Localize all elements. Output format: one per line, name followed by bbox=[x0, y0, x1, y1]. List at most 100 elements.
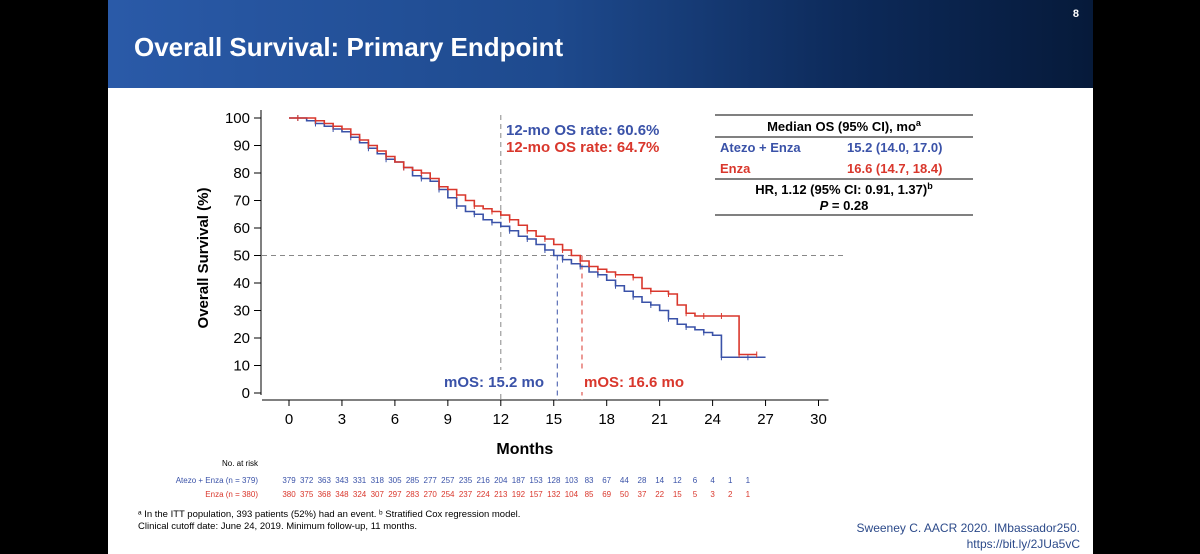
survival-curves bbox=[289, 115, 766, 361]
footnote-line1: ᵃ In the ITT population, 393 patients (5… bbox=[138, 509, 521, 520]
risk-value: 216 bbox=[476, 476, 490, 485]
risk-value: 69 bbox=[602, 490, 611, 499]
risk-value: 285 bbox=[406, 476, 420, 485]
risk-value: 28 bbox=[638, 476, 647, 485]
y-tick-label: 0 bbox=[242, 385, 250, 402]
risk-value: 5 bbox=[693, 490, 698, 499]
median-os-table: Median OS (95% CI), moa Atezo + Enza 15.2 … bbox=[715, 114, 973, 216]
x-tick-label: 12 bbox=[492, 411, 509, 428]
y-tick-label: 90 bbox=[233, 138, 250, 155]
risk-value: 153 bbox=[529, 476, 543, 485]
table-row-value: 16.6 (14.7, 18.4) bbox=[847, 161, 942, 176]
footnote-line2: Clinical cutoff date: June 24, 2019. Min… bbox=[138, 521, 417, 532]
risk-value: 368 bbox=[318, 490, 332, 499]
x-tick-label: 24 bbox=[704, 411, 721, 428]
slide-title: Overall Survival: Primary Endpoint bbox=[134, 32, 564, 62]
risk-value: 50 bbox=[620, 490, 629, 499]
risk-row-label: Enza (n = 380) bbox=[205, 490, 258, 499]
x-tick-label: 21 bbox=[651, 411, 668, 428]
risk-value: 237 bbox=[459, 490, 473, 499]
risk-value: 83 bbox=[585, 476, 594, 485]
y-tick-label: 40 bbox=[233, 275, 250, 292]
risk-value: 192 bbox=[512, 490, 526, 499]
risk-value: 157 bbox=[529, 490, 543, 499]
risk-value: 277 bbox=[424, 476, 438, 485]
table-p-value: P = 0.28 bbox=[820, 198, 869, 213]
x-axis-label: Months bbox=[496, 441, 553, 458]
risk-value: 12 bbox=[673, 476, 682, 485]
x-tick-label: 15 bbox=[545, 411, 562, 428]
risk-value: 104 bbox=[565, 490, 579, 499]
risk-value: 254 bbox=[441, 490, 455, 499]
risk-value: 37 bbox=[638, 490, 647, 499]
table-header: Median OS (95% CI), moa bbox=[767, 118, 922, 134]
table-hr: HR, 1.12 (95% CI: 0.91, 1.37)b bbox=[755, 181, 933, 197]
footnote: ᵃ In the ITT population, 393 patients (5… bbox=[138, 509, 520, 533]
km-chart: 0 3 6 9 12 15 18 21 24 27 300102030405060708090100… bbox=[176, 110, 973, 499]
risk-value: 324 bbox=[353, 490, 367, 499]
x-tick-label: 18 bbox=[598, 411, 615, 428]
risk-value: 270 bbox=[424, 490, 438, 499]
x-tick-label: 9 bbox=[444, 411, 452, 428]
risk-value: 235 bbox=[459, 476, 473, 485]
risk-value: 85 bbox=[585, 490, 594, 499]
risk-table-title: No. at risk bbox=[222, 459, 259, 468]
x-tick-label: 0 bbox=[285, 411, 293, 428]
table-row-label: Atezo + Enza bbox=[720, 140, 801, 155]
y-tick-label: 20 bbox=[233, 330, 250, 347]
y-tick-label: 30 bbox=[233, 303, 250, 320]
risk-row-label: Atezo + Enza (n = 379) bbox=[176, 476, 259, 485]
risk-value: 372 bbox=[300, 476, 314, 485]
risk-value: 6 bbox=[693, 476, 698, 485]
mos-annotation-atezo-enza: mOS: 15.2 mo bbox=[444, 374, 544, 391]
slide-header: Overall Survival: Primary Endpoint 8 bbox=[108, 0, 1093, 88]
risk-value: 213 bbox=[494, 490, 508, 499]
y-tick-label: 50 bbox=[233, 248, 250, 265]
risk-value: 318 bbox=[371, 476, 385, 485]
risk-value: 375 bbox=[300, 490, 314, 499]
risk-value: 22 bbox=[655, 490, 664, 499]
mos-label-bg-atezo-enza bbox=[438, 370, 554, 392]
y-tick-label: 10 bbox=[233, 358, 250, 375]
risk-value: 204 bbox=[494, 476, 508, 485]
risk-value: 363 bbox=[318, 476, 332, 485]
risk-value: 103 bbox=[565, 476, 579, 485]
x-tick-label: 6 bbox=[391, 411, 399, 428]
rate-annotation-atezo-enza: 12-mo OS rate: 60.6% bbox=[506, 122, 659, 139]
risk-value: 380 bbox=[282, 490, 296, 499]
risk-value: 297 bbox=[388, 490, 402, 499]
x-tick-label: 27 bbox=[757, 411, 774, 428]
rate-annotation-enza: 12-mo OS rate: 64.7% bbox=[506, 139, 659, 156]
risk-value: 44 bbox=[620, 476, 629, 485]
risk-value: 4 bbox=[710, 476, 715, 485]
x-tick-label: 3 bbox=[338, 411, 346, 428]
x-tick-label: 30 bbox=[810, 411, 827, 428]
y-tick-label: 100 bbox=[225, 110, 250, 127]
mos-annotation-enza: mOS: 16.6 mo bbox=[584, 374, 684, 391]
risk-value: 15 bbox=[673, 490, 682, 499]
risk-value: 2 bbox=[728, 490, 733, 499]
y-tick-label: 80 bbox=[233, 165, 250, 182]
risk-value: 257 bbox=[441, 476, 455, 485]
risk-value: 1 bbox=[746, 476, 751, 485]
chart-axes: 0 3 6 9 12 15 18 21 24 27 30 0 10 20 30 40 50 60 70 80 90 100… bbox=[195, 110, 829, 458]
risk-value: 3 bbox=[710, 490, 715, 499]
risk-value: 343 bbox=[335, 476, 349, 485]
risk-value: 224 bbox=[476, 490, 490, 499]
risk-value: 379 bbox=[282, 476, 296, 485]
y-tick-label: 60 bbox=[233, 220, 250, 237]
chart-annotations: 12-mo OS rate: 60.6%12-mo OS rate: 64.7%… bbox=[438, 122, 694, 392]
risk-value: 331 bbox=[353, 476, 367, 485]
risk-value: 67 bbox=[602, 476, 611, 485]
table-row-value: 15.2 (14.0, 17.0) bbox=[847, 140, 942, 155]
citation: Sweeney C. AACR 2020. IMbassador250. htt… bbox=[857, 520, 1080, 552]
y-axis-label: Overall Survival (%) bbox=[195, 188, 212, 329]
y-tick-label: 70 bbox=[233, 193, 250, 210]
risk-value: 283 bbox=[406, 490, 420, 499]
risk-value: 132 bbox=[547, 490, 561, 499]
risk-value: 128 bbox=[547, 476, 561, 485]
risk-value: 1 bbox=[746, 490, 751, 499]
risk-value: 14 bbox=[655, 476, 664, 485]
